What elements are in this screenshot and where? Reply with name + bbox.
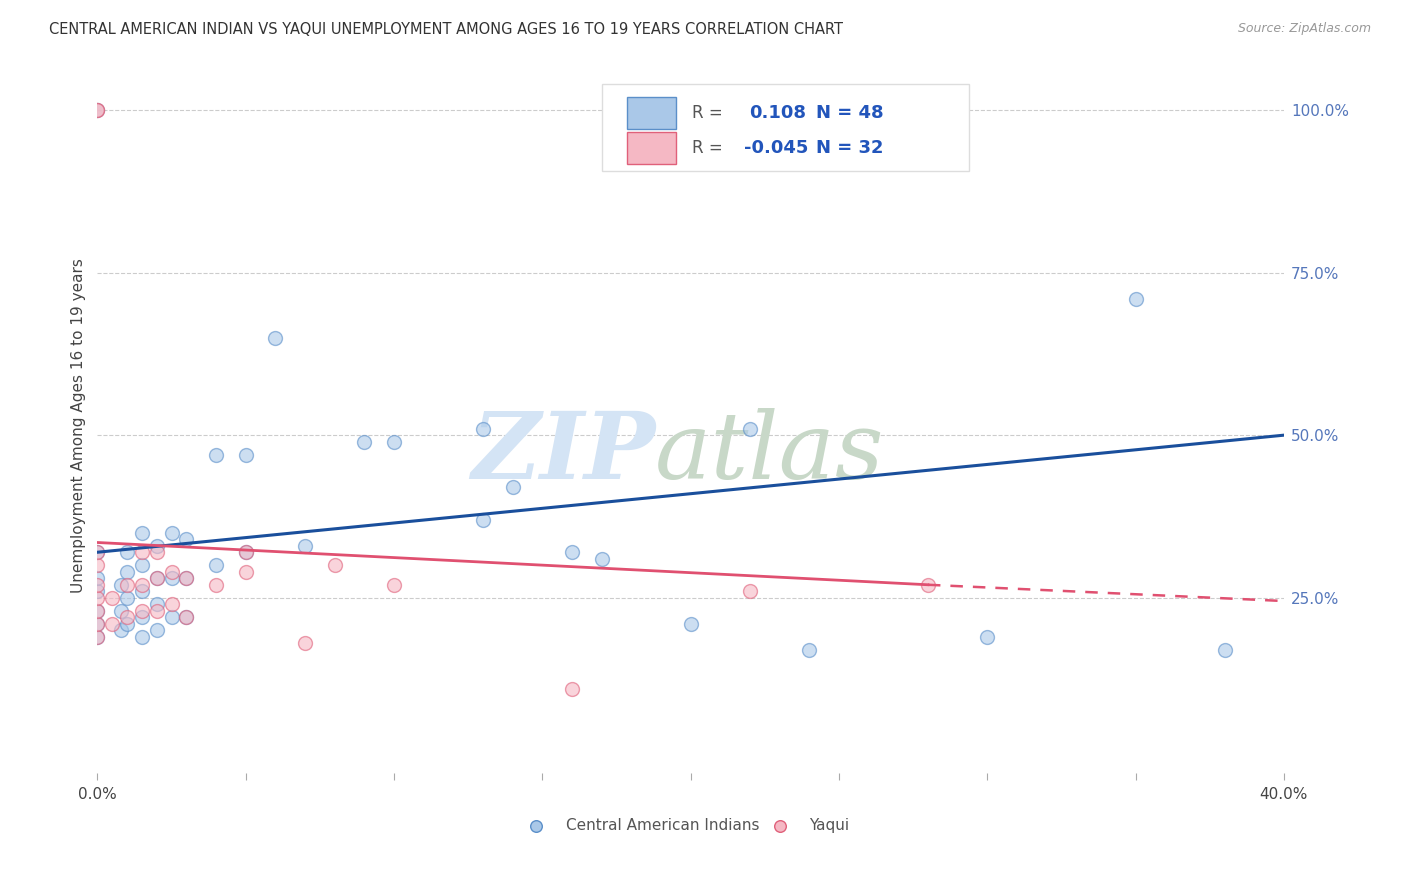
Point: [1184, 802, 1206, 816]
Text: N = 32: N = 32: [817, 139, 884, 157]
Point: [235, 448, 257, 462]
Point: [86, 558, 108, 573]
Point: [160, 571, 183, 585]
Point: [294, 539, 316, 553]
Point: [101, 591, 124, 605]
Text: atlas: atlas: [655, 409, 884, 499]
Point: [591, 551, 613, 566]
Point: [86, 578, 108, 592]
Point: [86, 604, 108, 618]
Point: [205, 558, 228, 573]
Point: [86, 103, 108, 117]
Point: [115, 578, 138, 592]
Point: [264, 330, 287, 344]
Point: [86, 571, 108, 585]
Point: [917, 578, 939, 592]
Point: [110, 578, 132, 592]
Point: [738, 584, 761, 599]
Point: [131, 578, 153, 592]
Point: [115, 591, 138, 605]
Y-axis label: Unemployment Among Ages 16 to 19 years: Unemployment Among Ages 16 to 19 years: [72, 258, 86, 593]
Point: [145, 597, 167, 611]
Point: [382, 578, 405, 592]
Point: [86, 545, 108, 559]
FancyBboxPatch shape: [602, 85, 970, 171]
Text: ZIP: ZIP: [471, 409, 655, 499]
Point: [145, 545, 167, 559]
Point: [176, 533, 198, 547]
Point: [294, 636, 316, 650]
Point: [131, 604, 153, 618]
Point: [86, 103, 108, 117]
Point: [131, 610, 153, 624]
FancyBboxPatch shape: [627, 97, 676, 129]
Point: [738, 422, 761, 436]
Point: [799, 642, 821, 657]
Text: Source: ZipAtlas.com: Source: ZipAtlas.com: [1237, 22, 1371, 36]
Point: [86, 630, 108, 644]
Point: [235, 545, 257, 559]
Point: [1213, 642, 1236, 657]
Point: [176, 610, 198, 624]
Point: [86, 591, 108, 605]
Point: [145, 539, 167, 553]
Point: [323, 558, 346, 573]
Text: -0.045: -0.045: [744, 139, 808, 157]
Point: [131, 584, 153, 599]
Point: [472, 422, 495, 436]
Point: [86, 616, 108, 631]
Point: [115, 565, 138, 579]
Point: [86, 584, 108, 599]
Point: [86, 604, 108, 618]
Point: [205, 448, 228, 462]
Point: [235, 565, 257, 579]
Point: [382, 434, 405, 449]
Point: [353, 434, 375, 449]
Point: [976, 630, 998, 644]
Point: [176, 571, 198, 585]
Text: 0.108: 0.108: [749, 104, 806, 122]
Point: [131, 630, 153, 644]
Point: [176, 610, 198, 624]
Point: [205, 578, 228, 592]
Point: [145, 571, 167, 585]
Point: [679, 616, 702, 631]
Point: [115, 610, 138, 624]
Text: R =: R =: [692, 139, 723, 157]
Point: [131, 545, 153, 559]
Point: [131, 558, 153, 573]
Point: [86, 630, 108, 644]
Text: CENTRAL AMERICAN INDIAN VS YAQUI UNEMPLOYMENT AMONG AGES 16 TO 19 YEARS CORRELAT: CENTRAL AMERICAN INDIAN VS YAQUI UNEMPLO…: [49, 22, 844, 37]
Point: [160, 597, 183, 611]
Text: R =: R =: [692, 104, 723, 122]
Text: N = 48: N = 48: [817, 104, 884, 122]
Text: Yaqui: Yaqui: [810, 818, 849, 833]
Point: [472, 513, 495, 527]
Point: [115, 616, 138, 631]
Point: [160, 525, 183, 540]
Point: [160, 565, 183, 579]
Point: [1125, 292, 1147, 306]
Text: Central American Indians: Central American Indians: [567, 818, 759, 833]
Point: [145, 571, 167, 585]
Point: [235, 545, 257, 559]
Point: [86, 616, 108, 631]
Point: [101, 616, 124, 631]
Point: [110, 604, 132, 618]
Point: [131, 525, 153, 540]
FancyBboxPatch shape: [627, 132, 676, 164]
Point: [160, 610, 183, 624]
Point: [115, 545, 138, 559]
Point: [561, 545, 583, 559]
Point: [145, 624, 167, 638]
Point: [561, 681, 583, 696]
Point: [86, 103, 108, 117]
Point: [176, 571, 198, 585]
Point: [502, 480, 524, 494]
Point: [110, 624, 132, 638]
Point: [145, 604, 167, 618]
Point: [86, 545, 108, 559]
